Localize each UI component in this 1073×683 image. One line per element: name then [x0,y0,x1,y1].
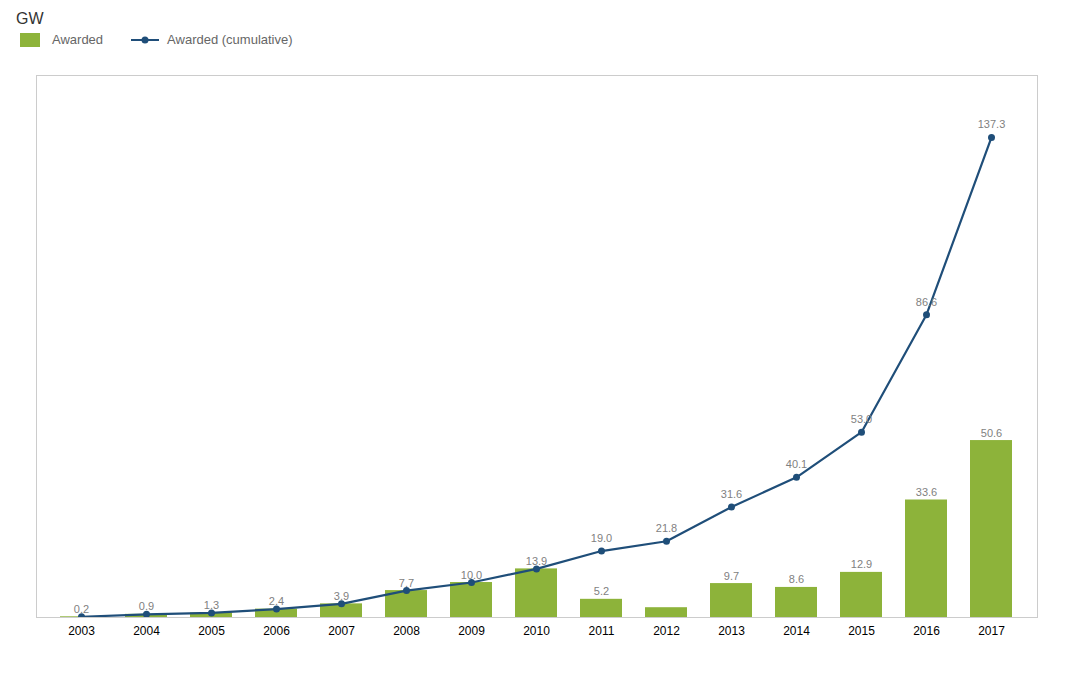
svg-text:86.6: 86.6 [916,296,937,308]
svg-text:7.7: 7.7 [399,577,414,589]
svg-text:33.6: 33.6 [916,486,937,498]
svg-text:53.0: 53.0 [851,413,872,425]
svg-text:2.4: 2.4 [269,595,284,607]
html-text:Awarded: Awarded [52,32,104,47]
svg-text:2016: 2016 [913,624,940,638]
svg-text:5.2: 5.2 [594,585,609,597]
svg-text:3.9: 3.9 [334,590,349,602]
svg-text:2017: 2017 [978,624,1005,638]
svg-text:19.0: 19.0 [591,532,612,544]
svg-text:9.7: 9.7 [724,570,739,582]
svg-text:2010: 2010 [523,624,550,638]
svg-text:2006: 2006 [263,624,290,638]
svg-text:2008: 2008 [393,624,420,638]
svg-text:12.9: 12.9 [851,558,872,570]
svg-text:21.8: 21.8 [656,522,677,534]
svg-text:2009: 2009 [458,624,485,638]
svg-text:0.2: 0.2 [74,603,89,615]
svg-text:10.0: 10.0 [461,569,482,581]
svg-text:2005: 2005 [198,624,225,638]
svg-text:31.6: 31.6 [721,488,742,500]
svg-text:2011: 2011 [589,624,615,638]
svg-text:2012: 2012 [653,624,680,638]
svg-text:137.3: 137.3 [978,118,1006,130]
svg-text:2004: 2004 [133,624,160,638]
svg-text:8.6: 8.6 [789,573,804,585]
svg-text:1.3: 1.3 [204,599,219,611]
svg-text:2013: 2013 [718,624,745,638]
svg-text:0.9: 0.9 [139,600,154,612]
html-text:GW: GW [16,10,44,27]
svg-text:50.6: 50.6 [981,427,1002,439]
svg-text:40.1: 40.1 [786,458,807,470]
svg-text:2014: 2014 [783,624,810,638]
svg-text:2007: 2007 [328,624,355,638]
svg-text:2003: 2003 [68,624,95,638]
svg-text:2015: 2015 [848,624,875,638]
svg-text:13.9: 13.9 [526,555,547,567]
html-text:Awarded (cumulative): Awarded (cumulative) [167,32,293,47]
